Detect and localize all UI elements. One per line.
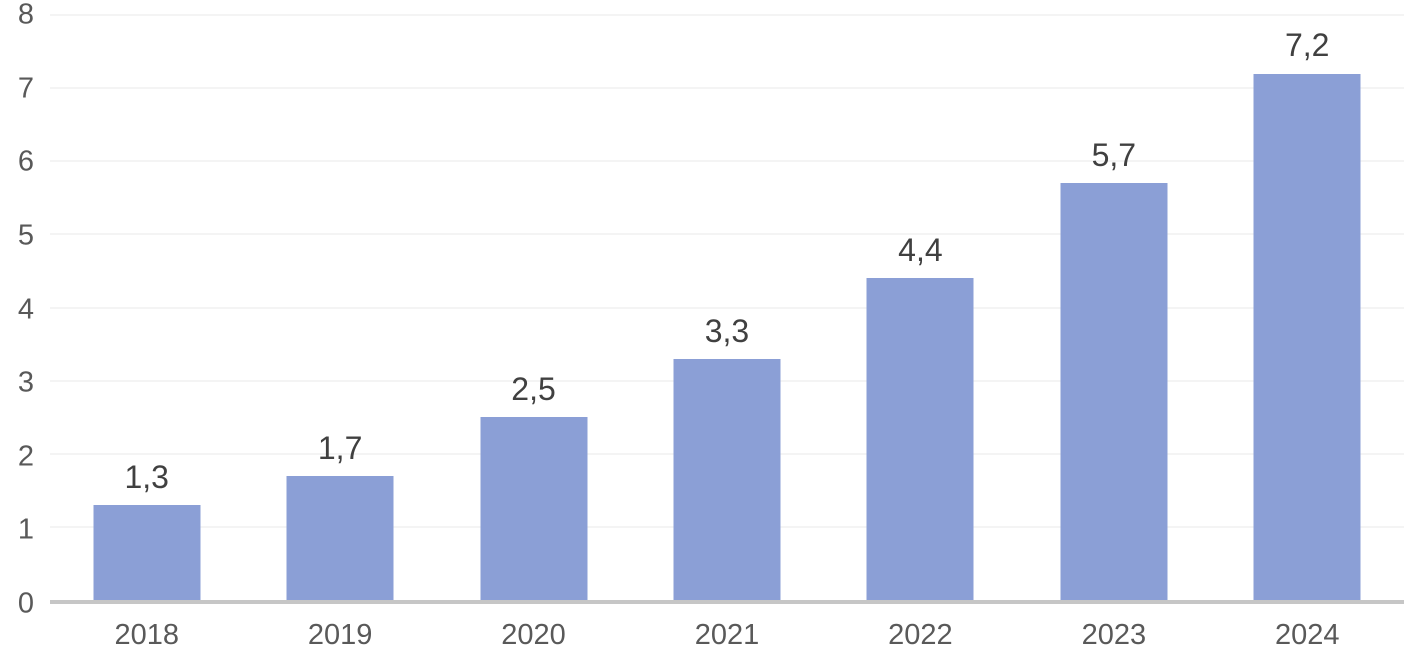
x-axis: 2018 2019 2020 2021 2022 2023 2024 <box>50 608 1404 666</box>
y-tick-label-6: 6 <box>17 145 34 178</box>
gridline-6 <box>50 160 1404 163</box>
x-tick-label-2023: 2023 <box>1081 619 1147 651</box>
bar-value-label-2019: 1,7 <box>317 429 363 466</box>
gridline-4 <box>50 306 1404 309</box>
x-tick-label-2018: 2018 <box>114 619 179 651</box>
bar-value-label-2021: 3,3 <box>704 312 750 349</box>
bar-2022: 4,4 <box>866 232 974 600</box>
bar-slot-2024: 7,2 <box>1211 15 1404 600</box>
x-tick-label-2019: 2019 <box>307 619 373 651</box>
y-tick-label-5: 5 <box>17 219 34 252</box>
y-tick-label-1: 1 <box>17 513 34 546</box>
y-tick-label-7: 7 <box>17 72 34 105</box>
y-tick-label-0: 0 <box>17 587 34 620</box>
plot-area: 1,3 1,7 2,5 3,3 4,4 5,7 7,2 <box>50 14 1404 604</box>
bar-value-label-2022: 4,4 <box>898 232 943 269</box>
x-tick-label-2020: 2020 <box>501 619 566 651</box>
bar-2020: 2,5 <box>480 371 588 600</box>
bar-slot-2019: 1,7 <box>243 15 436 600</box>
gridline-8 <box>50 14 1404 16</box>
bar-slot-2022: 4,4 <box>824 15 1017 600</box>
bar-slot-2021: 3,3 <box>630 15 823 600</box>
bar-value-label-2024: 7,2 <box>1284 27 1330 64</box>
x-tick-label-2021: 2021 <box>694 619 760 651</box>
bar-2018: 1,3 <box>93 459 201 600</box>
bar-2019: 1,7 <box>286 430 394 600</box>
bar-slot-2023: 5,7 <box>1017 15 1210 600</box>
y-tick-label-2: 2 <box>17 440 34 473</box>
y-tick-label-3: 3 <box>17 366 34 399</box>
gridline-7 <box>50 87 1404 90</box>
bar-slot-2020: 2,5 <box>437 15 630 600</box>
x-tick-label-2022: 2022 <box>888 619 953 651</box>
bar-2024: 7,2 <box>1253 28 1361 600</box>
y-tick-label-4: 4 <box>17 293 34 325</box>
y-axis: 0 1 2 3 4 5 6 7 8 <box>0 0 38 618</box>
bars-row: 1,3 1,7 2,5 3,3 4,4 5,7 7,2 <box>50 15 1404 600</box>
bar-2021: 3,3 <box>673 313 781 600</box>
x-tick-label-2024: 2024 <box>1274 619 1340 651</box>
bar-value-label-2023: 5,7 <box>1091 137 1137 173</box>
bar-value-label-2018: 1,3 <box>124 458 169 495</box>
bar-2023: 5,7 <box>1060 137 1168 600</box>
bar-slot-2018: 1,3 <box>50 15 243 600</box>
y-tick-label-8: 8 <box>17 0 34 31</box>
bar-value-label-2020: 2,5 <box>511 371 556 407</box>
gridline-5 <box>50 233 1404 236</box>
